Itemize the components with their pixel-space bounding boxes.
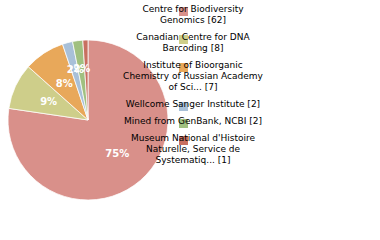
svg-text:2%: 2% <box>73 63 90 74</box>
svg-text:9%: 9% <box>40 96 57 107</box>
svg-text:Canadian Centre for DNABarcodi: Canadian Centre for DNABarcoding [8] <box>136 32 250 53</box>
svg-text:75%: 75% <box>105 148 129 159</box>
svg-text:Centre for BiodiversityGenomic: Centre for BiodiversityGenomics [62] <box>142 4 244 25</box>
svg-text:Wellcome Sanger Institute [2]: Wellcome Sanger Institute [2] <box>126 99 260 109</box>
svg-text:Mined from GenBank, NCBI [2]: Mined from GenBank, NCBI [2] <box>124 116 262 126</box>
svg-text:Museum National d'HistoireNatu: Museum National d'HistoireNaturelle, Ser… <box>131 133 256 165</box>
svg-text:8%: 8% <box>56 78 73 89</box>
svg-text:Institute of BioorganicChemist: Institute of BioorganicChemistry of Russ… <box>123 60 263 92</box>
